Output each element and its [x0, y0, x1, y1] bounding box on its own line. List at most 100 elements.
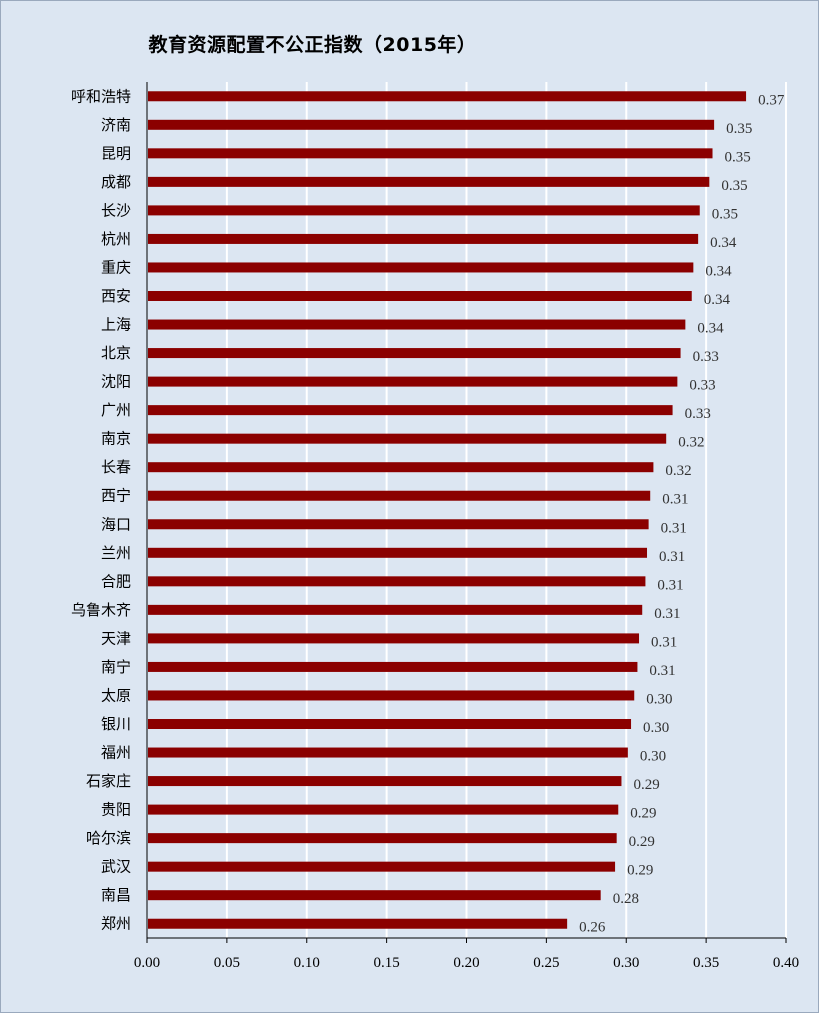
data-label: 0.34	[710, 235, 737, 251]
bar	[148, 405, 673, 416]
category-label: 西宁	[101, 487, 131, 505]
bar	[148, 519, 649, 530]
category-label: 天津	[101, 629, 131, 647]
category-label: 太原	[101, 686, 131, 704]
data-label: 0.35	[721, 178, 747, 194]
data-label: 0.33	[693, 349, 719, 365]
data-label: 0.31	[661, 520, 687, 536]
data-label: 0.28	[613, 891, 639, 907]
category-label: 济南	[101, 116, 131, 134]
bar	[148, 205, 700, 216]
data-label: 0.30	[646, 691, 672, 707]
bar	[148, 747, 628, 758]
category-label: 杭州	[101, 230, 131, 248]
x-tick-label: 0.20	[453, 955, 479, 971]
bar	[148, 633, 640, 644]
bar	[148, 918, 568, 929]
data-label: 0.31	[657, 577, 683, 593]
bar	[148, 319, 686, 330]
data-label: 0.30	[640, 749, 666, 765]
x-tick-label: 0.30	[613, 955, 639, 971]
bar	[148, 348, 681, 359]
data-label: 0.31	[659, 549, 685, 565]
data-label: 0.34	[705, 263, 732, 279]
bar	[148, 833, 617, 844]
bar	[148, 376, 678, 387]
data-label: 0.33	[689, 378, 715, 394]
category-label: 哈尔滨	[86, 829, 131, 847]
data-label: 0.32	[678, 435, 704, 451]
bar	[148, 861, 616, 872]
category-label: 呼和浩特	[71, 87, 131, 105]
data-label: 0.34	[697, 321, 724, 337]
bar	[148, 776, 622, 787]
category-label: 郑州	[101, 915, 131, 933]
category-label: 成都	[101, 173, 131, 191]
category-label: 长沙	[101, 201, 131, 219]
chart-title: 教育资源配置不公正指数（2015年）	[148, 34, 477, 56]
category-label: 上海	[101, 316, 131, 334]
category-label: 银川	[101, 715, 131, 733]
category-label: 重庆	[101, 258, 131, 276]
category-label: 石家庄	[86, 772, 131, 790]
bar	[148, 462, 654, 473]
data-label: 0.31	[654, 606, 680, 622]
data-label: 0.37	[758, 92, 785, 108]
bar	[148, 661, 638, 672]
bar	[148, 576, 646, 587]
bar	[148, 890, 601, 901]
data-label: 0.35	[726, 121, 752, 137]
axes	[146, 82, 787, 943]
bar	[148, 490, 651, 501]
data-label: 0.34	[704, 292, 731, 308]
x-tick-label: 0.05	[214, 955, 240, 971]
category-label: 合肥	[101, 572, 131, 590]
x-tick-label: 0.35	[693, 955, 719, 971]
bars	[148, 91, 747, 929]
category-label: 北京	[101, 344, 131, 362]
x-tick-label: 0.25	[533, 955, 559, 971]
category-label: 南昌	[101, 886, 131, 904]
category-label: 昆明	[101, 144, 131, 162]
bar	[148, 148, 713, 159]
category-label: 南京	[101, 430, 131, 448]
bar	[148, 119, 715, 130]
x-tick-label: 0.40	[773, 955, 799, 971]
x-tick-label: 0.15	[374, 955, 400, 971]
category-label: 长春	[101, 458, 131, 476]
data-label: 0.31	[651, 634, 677, 650]
category-label: 广州	[101, 401, 131, 419]
bar	[148, 690, 635, 701]
bar	[148, 719, 632, 729]
data-label: 0.31	[662, 492, 688, 508]
labels: 0.00 0.05 0.10 0.15 0.20 0.25 0.30 0.35 0.40 呼和浩特…	[71, 87, 799, 971]
data-label: 0.29	[627, 863, 653, 879]
data-label: 0.29	[629, 834, 655, 850]
category-label: 南宁	[101, 658, 131, 676]
data-label: 0.35	[712, 206, 738, 222]
data-label: 0.30	[643, 720, 669, 736]
category-label: 武汉	[101, 858, 131, 876]
category-label: 福州	[101, 744, 131, 762]
data-label: 0.29	[633, 777, 659, 793]
category-label: 贵阳	[101, 801, 131, 819]
category-label: 沈阳	[101, 373, 131, 391]
bar	[148, 262, 694, 273]
bar	[148, 604, 643, 615]
data-label: 0.29	[630, 806, 656, 822]
category-label: 乌鲁木齐	[71, 601, 131, 619]
data-label: 0.26	[579, 920, 606, 936]
bar	[148, 176, 710, 187]
bar	[148, 91, 747, 102]
bar	[148, 433, 667, 444]
category-label: 海口	[101, 515, 131, 533]
bar	[148, 291, 692, 301]
bar	[148, 233, 699, 244]
bar	[148, 804, 619, 815]
data-label: 0.32	[665, 463, 691, 479]
category-label: 兰州	[101, 544, 131, 562]
category-label: 西安	[101, 287, 131, 305]
gridlines	[225, 82, 787, 938]
